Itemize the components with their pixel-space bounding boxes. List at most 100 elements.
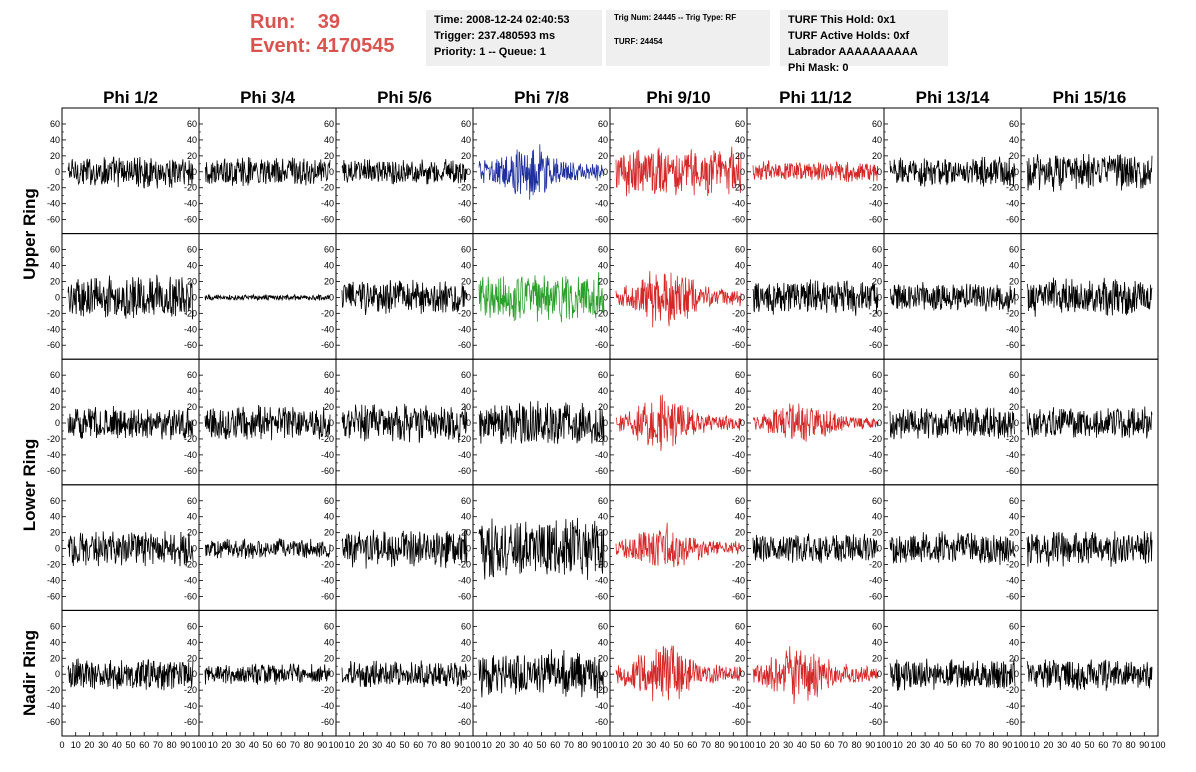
y-tick-label: -40: [184, 450, 197, 460]
y-tick-label: -40: [458, 324, 471, 334]
y-tick-label: -20: [732, 560, 745, 570]
waveform-trace: [478, 400, 605, 446]
y-tick-label: -40: [184, 701, 197, 711]
y-tick-label: -20: [184, 308, 197, 318]
y-tick-label: 60: [461, 245, 471, 255]
y-tick-label: -20: [458, 308, 471, 318]
y-tick-label: 0: [1014, 418, 1019, 428]
x-tick-label: 30: [509, 740, 519, 750]
y-tick-label: -20: [869, 183, 882, 193]
y-tick-label: 20: [187, 653, 197, 663]
y-tick-label: -40: [732, 450, 745, 460]
run-value: 39: [317, 11, 341, 33]
waveform-trace: [341, 279, 468, 316]
event-label: Event:: [250, 35, 312, 57]
y-tick-label: 60: [1009, 370, 1019, 380]
waveform-trace: [67, 531, 194, 567]
y-tick-label: -40: [321, 575, 334, 585]
y-tick-label: 20: [50, 276, 60, 286]
x-tick-label: 100: [465, 740, 480, 750]
x-tick-label: 100: [602, 740, 617, 750]
y-tick-label: -20: [184, 434, 197, 444]
y-tick-label: 0: [55, 544, 60, 554]
turf-info-box: TURF This Hold: 0x1 TURF Active Holds: 0x…: [780, 10, 948, 74]
column-header: Phi 3/4: [240, 88, 295, 107]
y-tick-label: -40: [321, 199, 334, 209]
y-tick-label: -40: [869, 575, 882, 585]
waveform-trace: [615, 271, 742, 328]
x-tick-label: 20: [358, 740, 368, 750]
y-tick-label: 20: [598, 276, 608, 286]
y-tick-label: 60: [735, 370, 745, 380]
run-row: Run: 39: [250, 10, 395, 34]
y-tick-label: 40: [735, 512, 745, 522]
y-tick-label: 40: [324, 261, 334, 271]
y-tick-label: 40: [1009, 386, 1019, 396]
y-tick-label: -60: [732, 340, 745, 350]
y-tick-label: -40: [595, 575, 608, 585]
x-tick-label: 20: [769, 740, 779, 750]
y-tick-label: 60: [461, 496, 471, 506]
y-tick-label: -60: [869, 717, 882, 727]
y-tick-label: 60: [872, 245, 882, 255]
x-tick-label: 50: [673, 740, 683, 750]
y-tick-label: -20: [321, 183, 334, 193]
y-tick-label: -60: [184, 466, 197, 476]
x-tick-label: 60: [1098, 740, 1108, 750]
waveform-trace: [341, 158, 468, 185]
y-tick-label: -20: [458, 434, 471, 444]
x-tick-label: 60: [550, 740, 560, 750]
y-tick-label: 60: [50, 370, 60, 380]
waveform-trace: [204, 405, 331, 441]
x-tick-label: 90: [591, 740, 601, 750]
info-line: Priority: 1 -- Queue: 1: [434, 46, 546, 58]
waveform-trace: [752, 533, 879, 564]
info-line: TURF: 24454: [614, 37, 663, 46]
y-tick-label: -60: [732, 717, 745, 727]
y-tick-label: -20: [321, 434, 334, 444]
y-tick-label: -20: [1006, 434, 1019, 444]
y-tick-label: 60: [187, 119, 197, 129]
y-tick-label: 60: [598, 370, 608, 380]
y-tick-label: 0: [55, 418, 60, 428]
y-tick-label: 40: [50, 512, 60, 522]
run-label: Run:: [250, 11, 296, 33]
y-tick-label: 20: [187, 528, 197, 538]
y-tick-label: 40: [872, 261, 882, 271]
y-tick-label: -60: [47, 717, 60, 727]
y-tick-label: 0: [1014, 167, 1019, 177]
y-tick-label: 20: [872, 528, 882, 538]
waveform-trace: [204, 293, 330, 302]
x-tick-label: 60: [687, 740, 697, 750]
y-tick-label: -20: [1006, 183, 1019, 193]
y-tick-label: 0: [877, 418, 882, 428]
y-tick-label: 0: [329, 292, 334, 302]
y-tick-label: 20: [461, 653, 471, 663]
y-tick-label: -60: [595, 215, 608, 225]
y-tick-label: 40: [324, 637, 334, 647]
y-tick-label: -20: [1006, 308, 1019, 318]
y-tick-label: -40: [321, 450, 334, 460]
y-tick-label: 40: [50, 261, 60, 271]
y-tick-label: 20: [50, 653, 60, 663]
waveform-trace: [341, 528, 468, 569]
y-tick-label: 0: [740, 167, 745, 177]
y-tick-label: -40: [1006, 199, 1019, 209]
y-tick-label: -40: [869, 450, 882, 460]
y-tick-label: -40: [47, 701, 60, 711]
x-tick-label: 50: [536, 740, 546, 750]
waveform-trace: [752, 279, 879, 316]
y-tick-label: 0: [603, 292, 608, 302]
y-tick-label: 60: [324, 245, 334, 255]
y-tick-label: 60: [187, 496, 197, 506]
y-tick-label: -40: [869, 324, 882, 334]
y-tick-label: -20: [47, 183, 60, 193]
waveform-trace: [204, 157, 331, 187]
y-tick-label: -60: [321, 466, 334, 476]
waveform-trace: [615, 394, 742, 452]
y-tick-label: -40: [869, 701, 882, 711]
y-tick-label: -60: [869, 466, 882, 476]
y-tick-label: 60: [461, 370, 471, 380]
y-tick-label: -20: [869, 560, 882, 570]
waveform-trace: [615, 146, 742, 197]
